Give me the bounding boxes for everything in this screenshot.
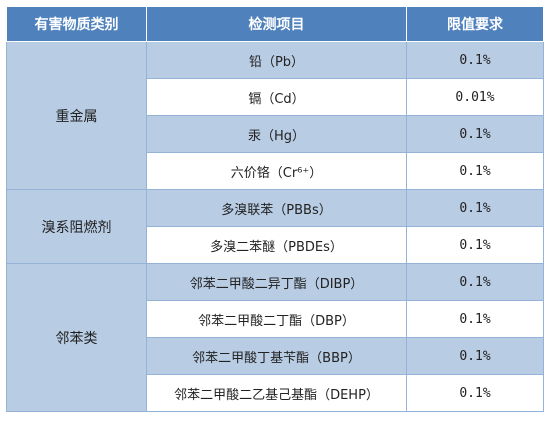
limit-cell: 0.1%	[406, 189, 544, 227]
limit-cell: 0.1%	[406, 152, 544, 190]
test-item-cell: 铅（Pb）	[146, 41, 407, 79]
test-item-cell: 邻苯二甲酸二乙基己基酯（DEHP）	[146, 374, 407, 412]
limit-cell: 0.1%	[406, 226, 544, 264]
table-row: 镉（Cd） 0.01%	[7, 78, 544, 116]
test-item-cell: 镉（Cd）	[146, 78, 407, 116]
limit-cell: 0.1%	[406, 115, 544, 153]
test-item-cell: 多溴联苯（PBBs）	[146, 189, 407, 227]
table-row: 邻苯二甲酸二丁酯（DBP） 0.1%	[7, 300, 544, 338]
test-item-cell: 邻苯二甲酸二丁酯（DBP）	[146, 300, 407, 338]
limit-cell: 0.1%	[406, 374, 544, 412]
table-row: 邻苯二甲酸二乙基己基酯（DEHP） 0.1%	[7, 374, 544, 412]
table-row: 邻苯二甲酸丁基苄酯（BBP） 0.1%	[7, 337, 544, 375]
header-limit: 限值要求	[406, 6, 544, 42]
limit-cell: 0.1%	[406, 263, 544, 301]
category-heavy-metals: 重金属	[6, 41, 147, 190]
table-row: 邻苯类 邻苯二甲酸二异丁酯（DIBP） 0.1%	[6, 263, 544, 412]
hazardous-substance-limits-table: 有害物质类别 检测项目 限值要求 重金属 铅（Pb） 0.1% 镉（Cd） 0.…	[6, 6, 544, 412]
test-item-cell: 邻苯二甲酸二异丁酯（DIBP）	[146, 263, 407, 301]
header-test-item: 检测项目	[146, 6, 407, 42]
limit-cell: 0.1%	[406, 337, 544, 375]
table-header-row: 有害物质类别 检测项目 限值要求	[6, 6, 544, 42]
table-row: 溴系阻燃剂 多溴联苯（PBBs） 0.1%	[6, 189, 544, 264]
table-row: 重金属 铅（Pb） 0.1%	[6, 41, 544, 190]
test-item-cell: 多溴二苯醚（PBDEs）	[146, 226, 407, 264]
limit-cell: 0.1%	[406, 41, 544, 79]
table-row: 六价铬（Cr⁶⁺） 0.1%	[7, 152, 544, 190]
header-category: 有害物质类别	[6, 6, 147, 42]
test-item-cell: 六价铬（Cr⁶⁺）	[146, 152, 407, 190]
limit-cell: 0.1%	[406, 300, 544, 338]
test-item-cell: 汞（Hg）	[146, 115, 407, 153]
category-brominated-flame-retardants: 溴系阻燃剂	[6, 189, 147, 264]
table-row: 多溴二苯醚（PBDEs） 0.1%	[7, 226, 544, 264]
limit-cell: 0.01%	[406, 78, 544, 116]
category-phthalates: 邻苯类	[6, 263, 147, 412]
test-item-cell: 邻苯二甲酸丁基苄酯（BBP）	[146, 337, 407, 375]
